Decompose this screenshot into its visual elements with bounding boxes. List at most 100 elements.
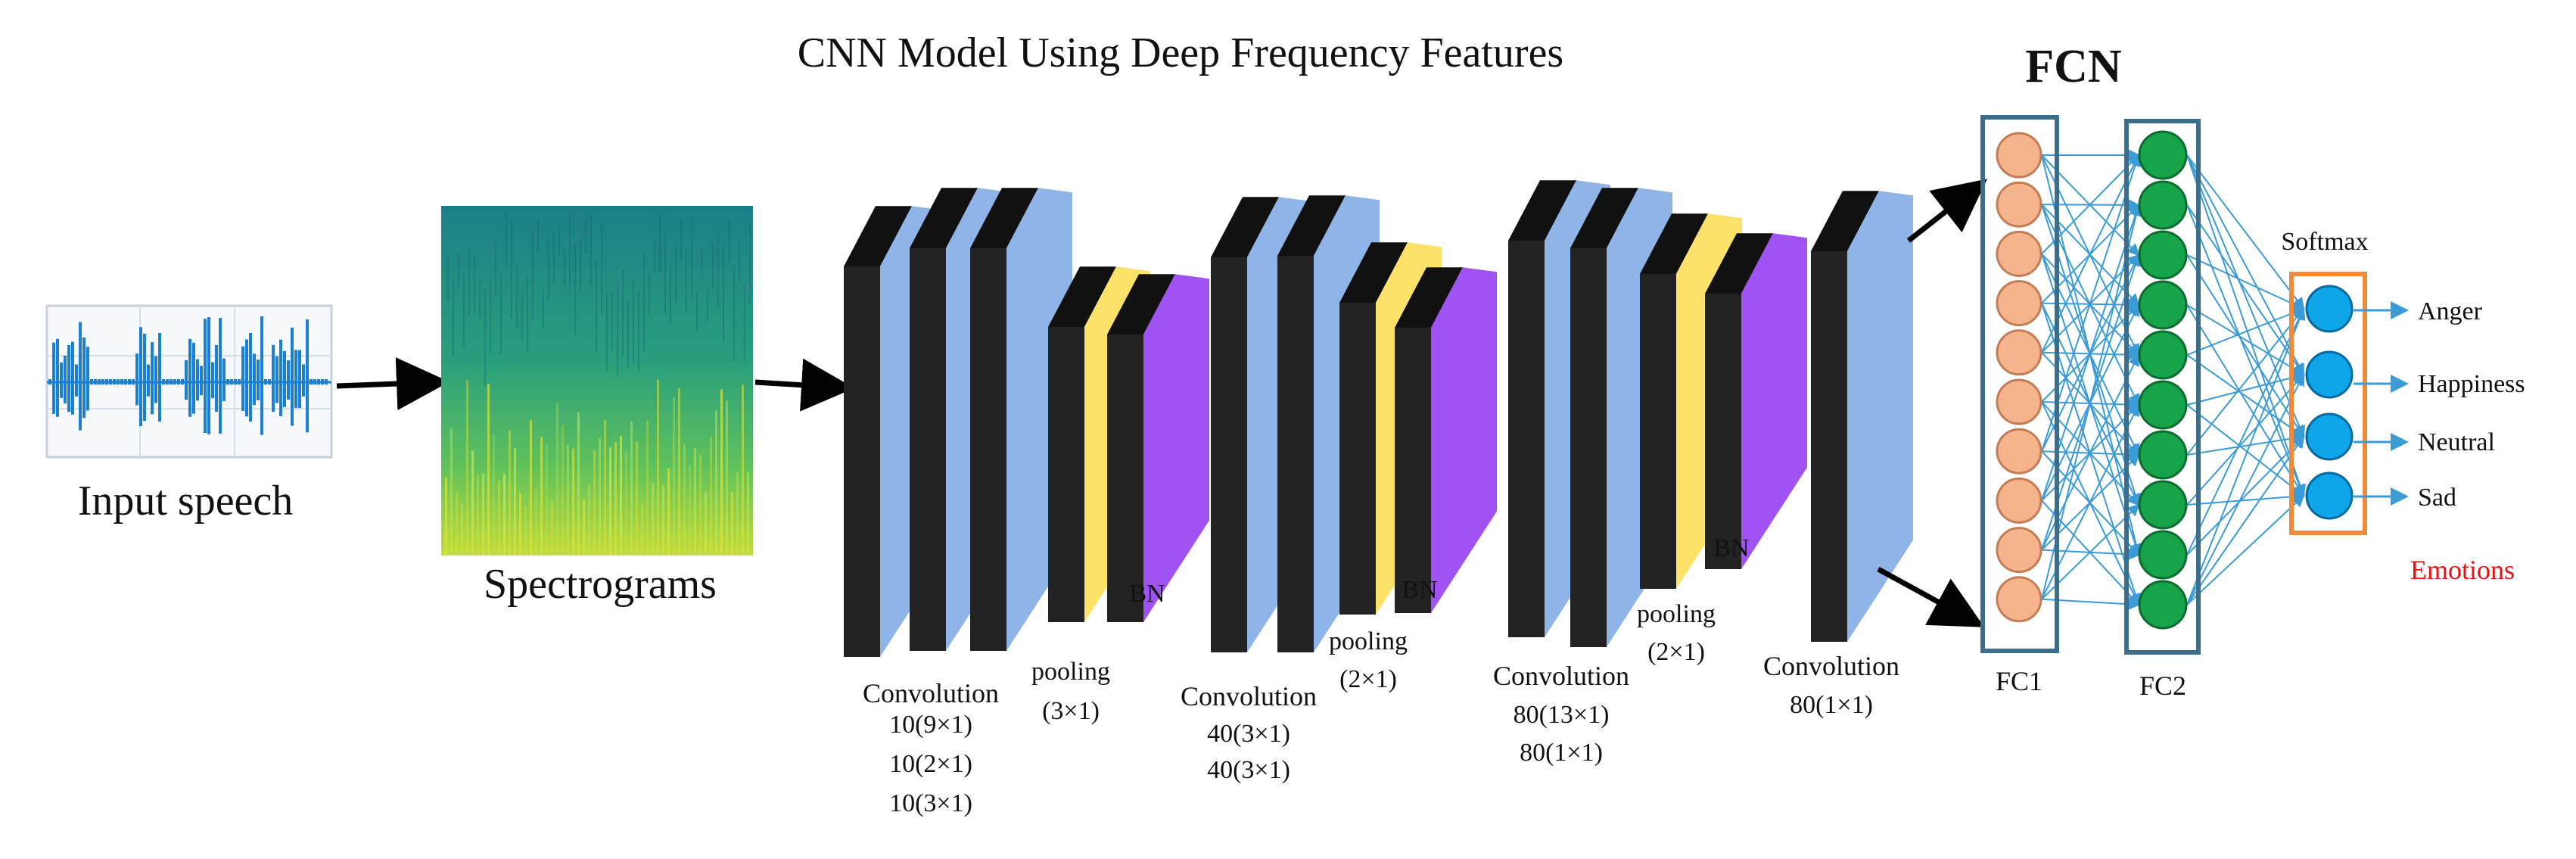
fc2-node [2138, 180, 2188, 230]
conv-4-slab-front [1811, 251, 1847, 642]
softmax-node [2305, 472, 2354, 520]
bn-2-slab-top [1395, 267, 1463, 328]
fc2-node [2138, 280, 2188, 330]
fc2-softmax-connection [2186, 204, 2305, 376]
conv-3a-slab-top [1508, 180, 1576, 241]
conv-1a-slab-front [844, 266, 880, 657]
conv-3b-slab-front [1570, 248, 1607, 647]
conv-block-3-param-1: 80(13×1) [1514, 701, 1610, 729]
final-conv-labels: Convolution 80(1×1) [1763, 651, 1899, 719]
conv-block-2-param-2: 40(3×1) [1207, 756, 1290, 784]
input-waveform [45, 304, 333, 459]
conv-4-slab-face [1847, 191, 1913, 642]
conv-2a-slab-front [1211, 257, 1247, 652]
fc2-softmax-connection [2186, 404, 2305, 497]
conv-block-1-param-2: 10(2×1) [889, 750, 972, 778]
final-conv-label: Convolution [1763, 651, 1899, 681]
fc2-softmax-connection [2186, 154, 2304, 376]
fc2-softmax-connection [2186, 254, 2305, 310]
diagram-title: CNN Model Using Deep Frequency Features [798, 30, 1563, 76]
fc1-node [1996, 280, 2042, 327]
fc2-layer-box [2124, 119, 2201, 655]
conv-block-3-param-2: 80(1×1) [1520, 739, 1603, 767]
conv-2b-slab-front [1277, 256, 1314, 652]
fc2-node [2138, 580, 2188, 630]
bn-1-slab-front [1107, 335, 1143, 622]
fc2-softmax-connection [2186, 304, 2305, 376]
fc1-node [1996, 378, 2042, 425]
fc2-softmax-connection [2186, 154, 2307, 497]
pool-block-1-param: (3×1) [1042, 697, 1100, 725]
bn-label-2: BN [1402, 576, 1437, 604]
fc2-node [2138, 480, 2188, 530]
fc2-node [2138, 380, 2188, 430]
arrow-cnn-to-fc-top [1906, 179, 1988, 243]
fc2-softmax-connection [2186, 254, 2305, 438]
fc2-softmax-connection [2186, 204, 2306, 497]
conv-block-2-labels: Convolution 40(3×1) 40(3×1) pooling (2×1… [1181, 576, 1438, 784]
pool-block-3-param: (2×1) [1647, 638, 1705, 666]
bn-3-slab-top [1705, 233, 1773, 294]
final-conv-param: 80(1×1) [1790, 691, 1873, 719]
fc1-node [1996, 329, 2042, 376]
pool-2-slab-front [1339, 303, 1376, 615]
conv-block-1-label: Convolution [863, 678, 999, 708]
pool-block-2-label: pooling [1329, 627, 1408, 655]
fc2-softmax-connection [2186, 373, 2305, 506]
fc2-softmax-connection [2186, 432, 2305, 456]
bn-3-slab-front [1705, 294, 1741, 569]
pool-1-slab-front [1048, 327, 1084, 622]
conv-1a-slab-top [844, 206, 912, 266]
output-label-neutral: Neutral [2418, 428, 2495, 456]
output-arrows [2354, 301, 2409, 506]
fc1-node [1996, 230, 2042, 277]
pool-1-slab-top [1048, 266, 1116, 327]
fc-nodes [1996, 130, 2354, 630]
spectrogram-image [441, 206, 753, 556]
conv-block-1-param-1: 10(9×1) [889, 711, 972, 739]
bn-1-slab-face [1143, 274, 1209, 622]
fc1-label: FC1 [1996, 666, 2042, 696]
fc2-label: FC2 [2139, 671, 2186, 701]
input-speech-label: Input speech [78, 478, 294, 524]
pool-2-slab-top [1339, 242, 1408, 303]
conv-1c-slab-top [970, 188, 1038, 248]
fc2-node [2138, 230, 2188, 280]
fcn-title: FCN [2025, 41, 2121, 92]
fc2-softmax-connection [2186, 307, 2306, 605]
fc2-softmax-connection [2186, 354, 2305, 438]
bn-1-slab [1107, 274, 1209, 622]
bn-1-slab-top [1107, 274, 1175, 335]
arrow-input-to-spectrogram [336, 357, 450, 411]
bn-2-slab [1395, 267, 1497, 613]
pool-block-3-label: pooling [1637, 600, 1716, 628]
fc2-softmax-connection [2186, 371, 2305, 406]
fc2-softmax-connection [2186, 435, 2305, 556]
cnn-layers [844, 180, 1913, 657]
fc2-softmax-connection [2186, 494, 2305, 605]
fc2-softmax-connection [2186, 307, 2305, 456]
bn-2-slab-front [1395, 328, 1431, 613]
bn-label-3: BN [1713, 534, 1749, 562]
bn-2-slab-face [1431, 267, 1497, 613]
bn-3-slab-face [1741, 233, 1807, 569]
bn-label-1: BN [1129, 580, 1165, 608]
fc2-node [2138, 130, 2188, 180]
conv-block-1-param-3: 10(3×1) [889, 789, 972, 817]
fc2-softmax-connection [2186, 435, 2305, 605]
fc2-node [2138, 330, 2188, 380]
conv-3a-slab-front [1508, 241, 1545, 637]
conv-1b-slab-front [910, 248, 946, 651]
conv-1b-slab-top [910, 188, 978, 248]
fc2-node [2138, 530, 2188, 580]
conv-4-slab-top [1811, 191, 1879, 251]
softmax-node [2305, 285, 2354, 333]
fc2-node [2138, 430, 2188, 480]
fc2-softmax-connection [2186, 307, 2305, 556]
fc2-softmax-connection [2186, 307, 2305, 356]
pool-3-slab-top [1640, 213, 1708, 274]
fc1-node [1996, 576, 2042, 623]
conv-block-3-labels: Convolution 80(13×1) 80(1×1) pooling (2×… [1493, 534, 1750, 767]
fc2-softmax-connection [2186, 490, 2305, 506]
